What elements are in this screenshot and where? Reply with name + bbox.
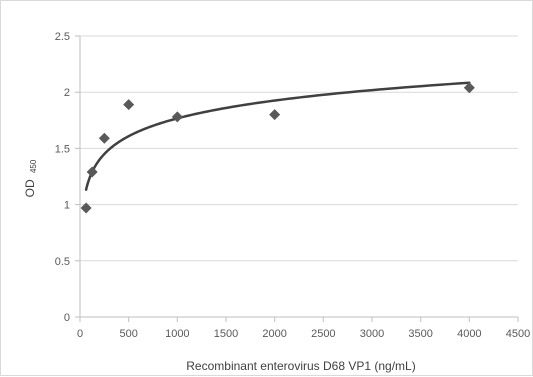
logarithmic-trendline: [84, 81, 471, 191]
y-tick-label: 1: [64, 200, 70, 212]
axes: [75, 35, 519, 322]
data-point-diamond: [80, 202, 92, 214]
x-tick-label: 3000: [360, 328, 384, 340]
x-tick-label: 4000: [457, 328, 481, 340]
x-tick-label: 1000: [165, 328, 189, 340]
data-point-diamond: [269, 109, 281, 121]
y-tick-label: 0: [64, 312, 70, 324]
x-tick-label: 500: [119, 328, 137, 340]
y-tick-label: 2.5: [55, 31, 70, 43]
x-tick-label: 0: [77, 328, 83, 340]
y-tick-label: 2: [64, 87, 70, 99]
y-tick-label: 0.5: [55, 256, 70, 268]
data-point-diamond: [123, 99, 135, 111]
data-point-diamond: [98, 132, 110, 144]
y-axis-title: OD 450: [23, 159, 38, 197]
y-axis-title-subscript: 450: [29, 159, 38, 173]
gridlines: [80, 35, 518, 262]
x-tick-label: 2500: [311, 328, 335, 340]
y-tick-label: 1.5: [55, 143, 70, 155]
trendline-layer: [84, 81, 471, 191]
axis-titles: Recombinant enterovirus D68 VP1 (ng/mL) …: [23, 159, 416, 373]
data-points: [80, 82, 475, 214]
x-axis-title: Recombinant enterovirus D68 VP1 (ng/mL): [186, 359, 415, 373]
x-tick-label: 3500: [408, 328, 432, 340]
x-tick-label: 2000: [262, 328, 286, 340]
y-axis-title-main: OD: [23, 179, 37, 197]
data-point-diamond: [171, 111, 183, 123]
tick-labels: 0 0.5 1 1.5 2 2.5 0 500 1000 1500 2000 2500 3000 3500…: [55, 31, 531, 340]
x-tick-label: 4500: [506, 328, 530, 340]
x-tick-label: 1500: [214, 328, 238, 340]
data-point-diamond: [463, 82, 475, 94]
data-point-diamond: [86, 166, 98, 178]
